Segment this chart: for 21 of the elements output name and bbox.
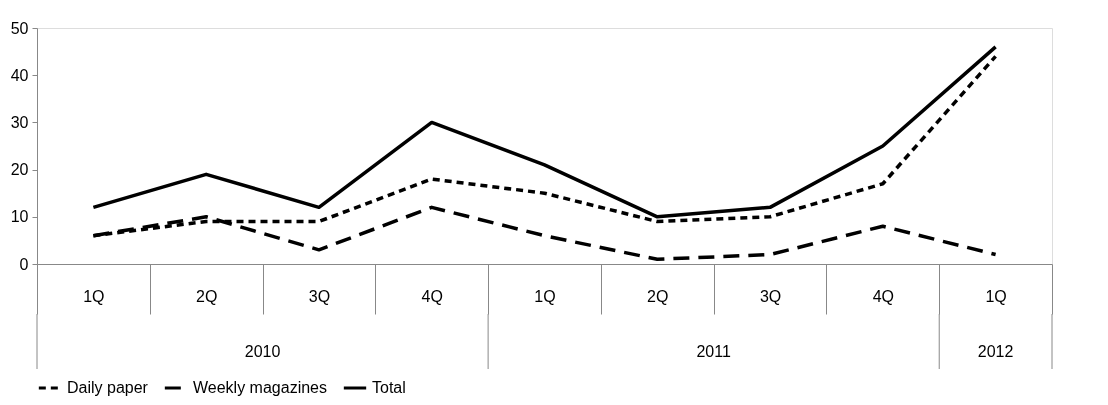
x-tick-label: 4Q <box>872 287 895 305</box>
legend-label: Weekly magazines <box>193 379 327 396</box>
y-tick-label: 30 <box>10 113 29 131</box>
y-tick-label: 20 <box>10 161 29 179</box>
x-tick-label: 4Q <box>421 287 443 305</box>
x-tick-label: 1Q <box>83 287 105 305</box>
text: 2012 <box>977 343 1014 360</box>
x-tick-label: 3Q <box>759 287 782 305</box>
y-tick-label: 50 <box>10 19 29 37</box>
x-tick-label: 1Q <box>985 287 1007 305</box>
text: 2011 <box>696 343 731 360</box>
text: 2010 <box>244 343 281 360</box>
y-tick-label: 10 <box>10 208 29 226</box>
x-tick-label: 3Q <box>308 287 331 305</box>
x-tick-label: 1Q <box>534 287 556 305</box>
legend-label: Total <box>372 379 406 396</box>
x-tick-label: 2Q <box>195 287 218 305</box>
y-tick-label: 0 <box>19 255 29 273</box>
legend-label: Daily paper <box>67 379 149 396</box>
x-tick-label: 2Q <box>647 287 669 305</box>
y-tick-label: 40 <box>10 66 29 84</box>
